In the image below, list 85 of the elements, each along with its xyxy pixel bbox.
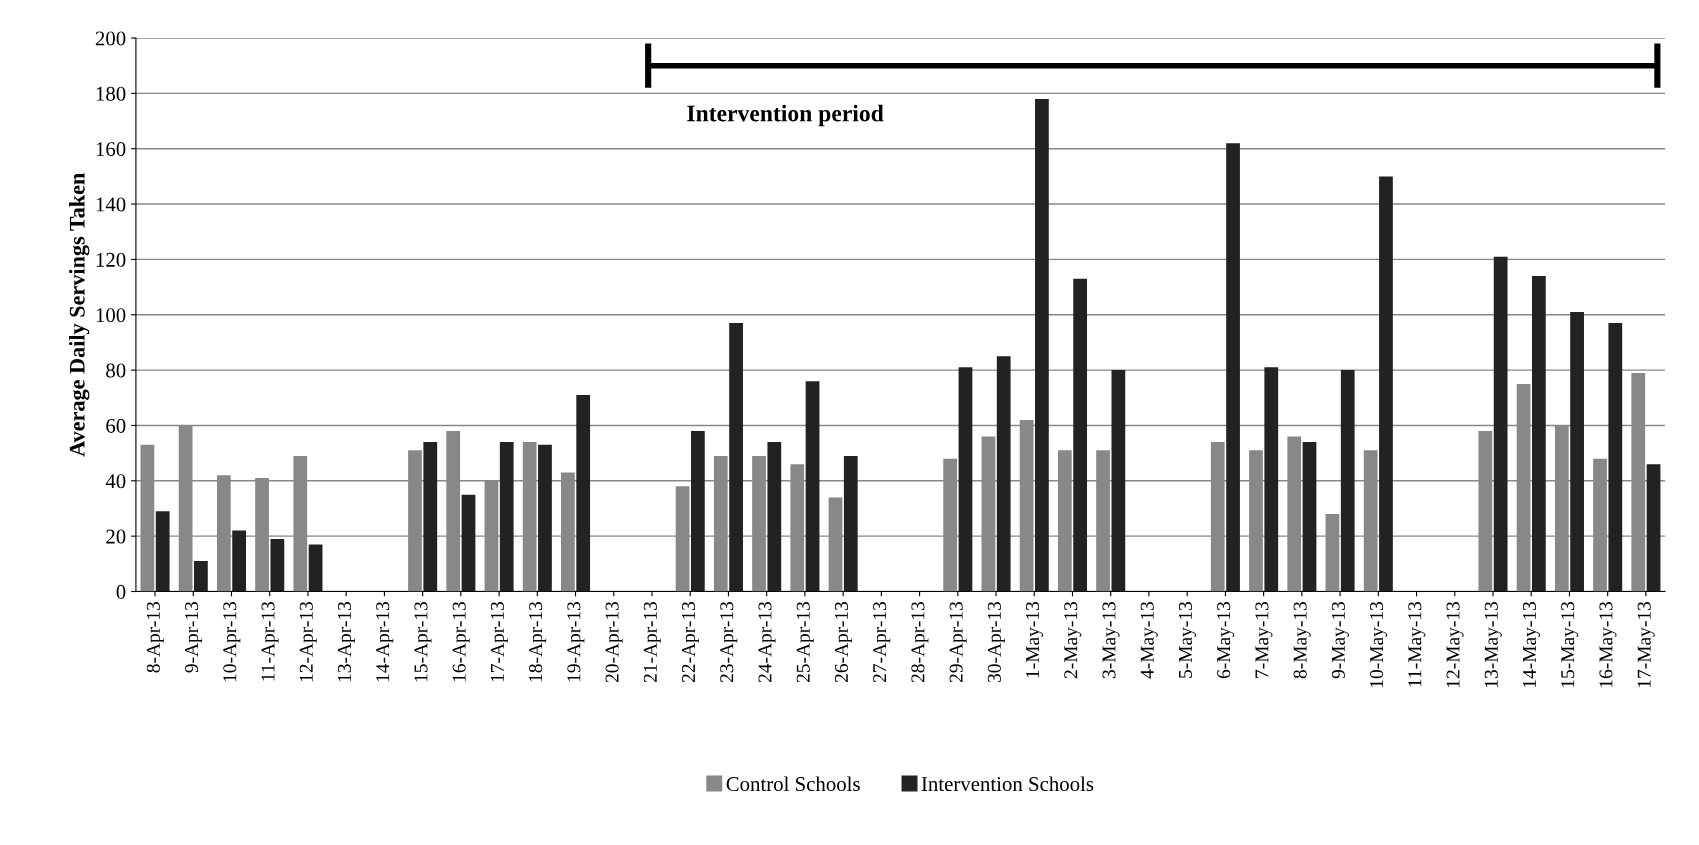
bar (194, 561, 208, 592)
bar (958, 367, 973, 592)
y-tick-label: 180 (96, 86, 126, 101)
x-tick-label: 26-Apr-13 (834, 601, 852, 683)
x-tick-label: 14-May-13 (1522, 601, 1541, 687)
y-axis-title: Average Daily Servings Taken (69, 173, 90, 457)
legend-label: Control Schools (726, 776, 860, 792)
x-tick-label: 18-Apr-13 (529, 601, 547, 682)
bar (155, 511, 170, 592)
y-tick-label: 160 (96, 142, 126, 157)
x-tick-label: 30-Apr-13 (987, 601, 1005, 682)
x-tick-label: 16-May-13 (1599, 601, 1617, 687)
x-tick-label: 5-May-13 (1178, 601, 1196, 678)
x-tick-label: 12-May-13 (1446, 601, 1464, 687)
y-tick-label: 40 (105, 474, 126, 489)
x-tick-label: 27-Apr-13 (873, 601, 891, 683)
bar (461, 494, 476, 592)
y-tick-label: 120 (96, 252, 126, 267)
bar (805, 381, 820, 592)
bar (1035, 98, 1049, 592)
x-tick-label: 15-Apr-13 (414, 601, 432, 682)
x-tick-label: 3-May-13 (1102, 601, 1120, 679)
x-tick-label: 29-Apr-13 (949, 601, 967, 683)
x-tick-label: 17-May-13 (1637, 601, 1655, 687)
bar (1608, 323, 1623, 592)
x-tick-label: 21-Apr-13 (643, 601, 661, 683)
y-tick-label: 140 (96, 197, 126, 212)
x-tick-label: 16-Apr-13 (452, 601, 470, 682)
bar (538, 444, 552, 592)
bar (1570, 312, 1584, 592)
x-tick-label: 9-May-13 (1331, 601, 1349, 679)
x-tick-label: 19-Apr-13 (567, 601, 585, 682)
x-tick-label: 10-Apr-13 (223, 601, 241, 682)
x-tick-label: 22-Apr-13 (682, 601, 700, 683)
bar (1264, 367, 1279, 592)
bar (270, 538, 285, 592)
bar (1302, 442, 1317, 592)
x-tick-label: 28-Apr-13 (911, 601, 929, 683)
bar (843, 455, 858, 592)
x-tick-label: 17-Apr-13 (490, 601, 508, 682)
bar (1493, 256, 1508, 592)
bar (729, 323, 743, 592)
x-tick-label: 4-May-13 (1140, 601, 1158, 679)
y-tick-label: 80 (106, 363, 126, 378)
bar (576, 395, 591, 592)
bar (1111, 370, 1126, 592)
bar (1531, 276, 1546, 592)
bar (1379, 176, 1393, 592)
x-tick-label: 12-Apr-13 (299, 601, 317, 682)
x-tick-label: 25-Apr-13 (796, 601, 814, 683)
x-tick-label: 11-May-13 (1408, 601, 1426, 687)
bar (423, 442, 438, 592)
x-tick-label: 15-May-13 (1561, 601, 1579, 687)
y-tick-label: 100 (96, 308, 126, 323)
x-tick-label: 14-Apr-13 (376, 601, 394, 682)
x-tick-label: 1-May-13 (1026, 601, 1044, 678)
x-tick-label: 9-Apr-13 (185, 601, 203, 673)
bar (996, 356, 1011, 592)
x-tick-label: 2-May-13 (1064, 601, 1082, 679)
bar (1226, 143, 1240, 592)
x-tick-label: 8-May-13 (1293, 601, 1311, 679)
bar (1646, 464, 1661, 592)
bar (767, 442, 782, 592)
x-tick-label: 24-Apr-13 (758, 601, 776, 683)
x-tick-label: 7-May-13 (1255, 601, 1273, 678)
y-tick-label: 20 (106, 529, 126, 544)
y-tick-label: 200 (95, 31, 126, 46)
bar (499, 442, 514, 592)
x-tick-label: 13-Apr-13 (337, 601, 355, 682)
bar (1340, 370, 1355, 592)
bar (232, 530, 247, 592)
x-tick-label: 6-May-13 (1217, 601, 1235, 679)
bar (690, 430, 705, 592)
y-tick-label: 0 (116, 584, 126, 599)
x-tick-label: 13-May-13 (1484, 601, 1502, 687)
x-tick-label: 11-Apr-13 (261, 601, 279, 681)
x-tick-label: 8-Apr-13 (146, 601, 164, 673)
annotation: Intervention period (687, 104, 884, 127)
x-tick-label: 10-May-13 (1370, 601, 1388, 687)
bar (1073, 278, 1088, 592)
legend-label: Intervention Schools (921, 776, 1094, 792)
x-tick-label: 23-Apr-13 (720, 601, 738, 683)
y-tick-label: 60 (106, 418, 126, 433)
x-tick-label: 20-Apr-13 (605, 601, 623, 683)
bar (308, 544, 323, 592)
